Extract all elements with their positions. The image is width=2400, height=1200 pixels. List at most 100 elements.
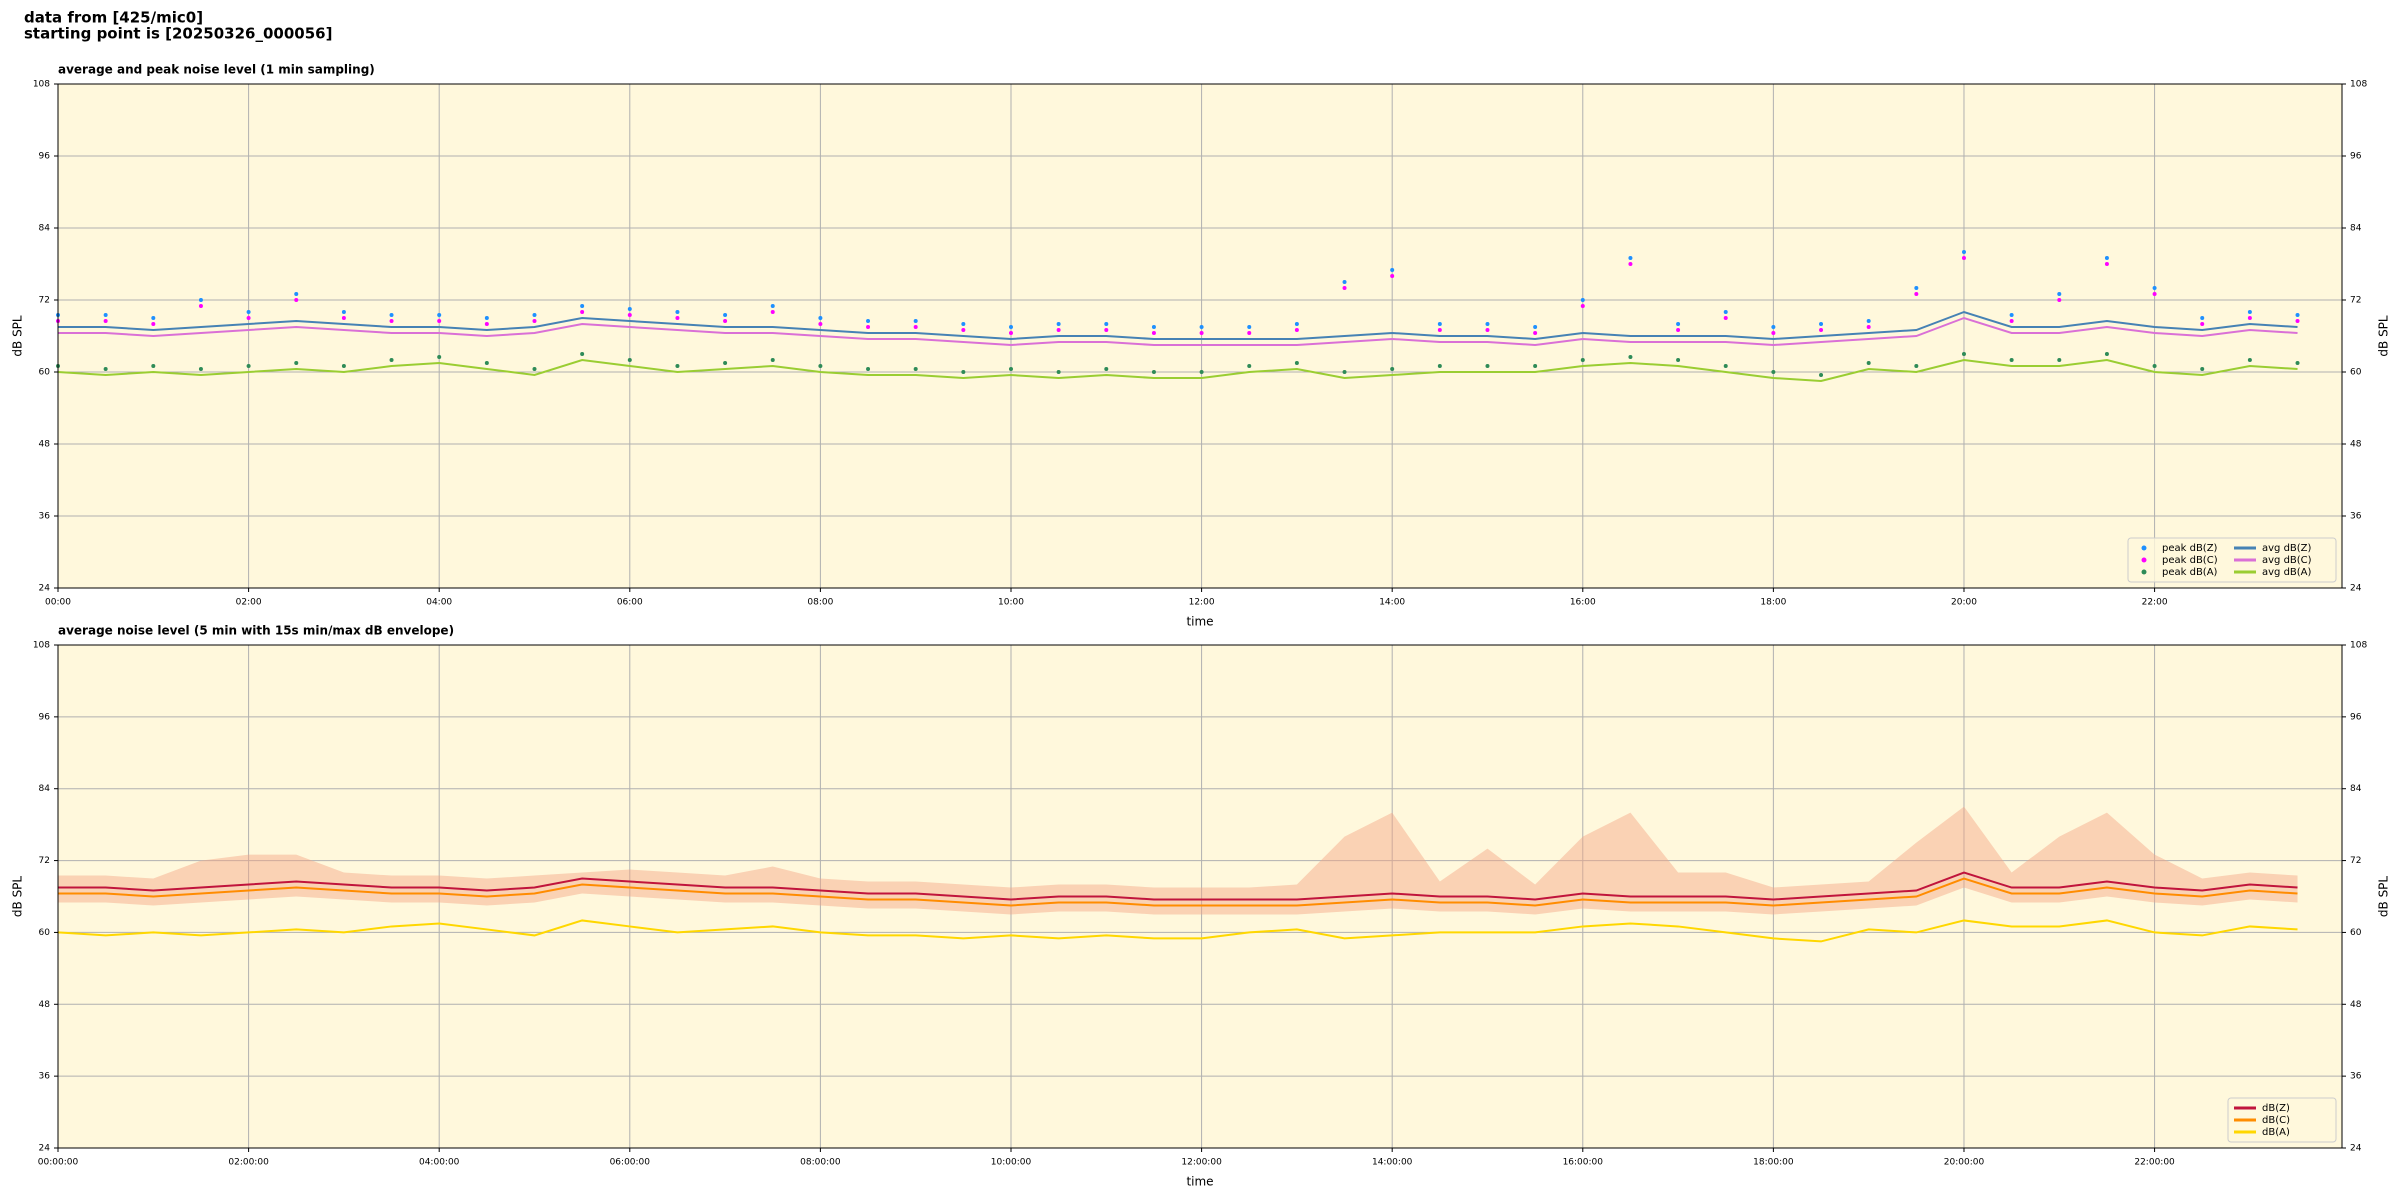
peak-point bbox=[1104, 328, 1109, 332]
legend-label: dB(C) bbox=[2262, 1115, 2290, 1126]
peak-point bbox=[246, 316, 251, 320]
series-line bbox=[57, 919, 2298, 943]
peak-point bbox=[246, 364, 251, 368]
legend-label: peak dB(Z) bbox=[2162, 543, 2218, 554]
peak-point bbox=[1342, 370, 1347, 374]
y-tick-label: 60 bbox=[2350, 928, 2362, 938]
peak-point bbox=[675, 310, 680, 314]
y-tick-label: 84 bbox=[2350, 784, 2362, 794]
peak-point bbox=[2200, 367, 2205, 371]
x-tick-label: 20:00 bbox=[1951, 598, 1977, 608]
y-axis-label: dB SPL bbox=[2377, 876, 2391, 918]
peak-point bbox=[532, 319, 537, 323]
peak-point bbox=[1914, 364, 1919, 368]
legend-label: dB(A) bbox=[2262, 1127, 2290, 1138]
peak-point bbox=[1533, 331, 1538, 335]
x-tick-label: 16:00 bbox=[1570, 598, 1596, 608]
peak-point bbox=[1914, 286, 1919, 290]
peak-point bbox=[1294, 361, 1299, 365]
x-tick-label: 04:00:00 bbox=[419, 1158, 460, 1168]
peak-point bbox=[1247, 364, 1252, 368]
peak-point bbox=[1533, 325, 1538, 329]
peak-point bbox=[1580, 358, 1585, 362]
peak-point bbox=[484, 316, 489, 320]
peak-point bbox=[1961, 352, 1966, 356]
peak-point bbox=[1485, 322, 1490, 326]
legend-label: avg dB(A) bbox=[2262, 567, 2312, 578]
x-tick-label: 22:00 bbox=[2142, 598, 2168, 608]
peak-point bbox=[2200, 316, 2205, 320]
peak-point bbox=[1819, 328, 1824, 332]
peak-point bbox=[2009, 358, 2014, 362]
legend-label: dB(Z) bbox=[2262, 1103, 2290, 1114]
peak-point bbox=[1914, 292, 1919, 296]
peak-point bbox=[389, 313, 394, 317]
x-tick-label: 02:00 bbox=[236, 598, 262, 608]
peak-point bbox=[913, 325, 918, 329]
peak-point bbox=[1104, 367, 1109, 371]
peak-point bbox=[1866, 361, 1871, 365]
peak-point bbox=[389, 358, 394, 362]
y-tick-label: 84 bbox=[39, 224, 51, 234]
peak-point bbox=[1008, 325, 1013, 329]
y-tick-label: 24 bbox=[39, 1144, 51, 1154]
y-tick-label: 36 bbox=[39, 512, 51, 522]
x-tick-label: 06:00:00 bbox=[610, 1158, 651, 1168]
peak-point bbox=[1294, 322, 1299, 326]
peak-point bbox=[1199, 325, 1204, 329]
peak-point bbox=[961, 322, 966, 326]
legend-box bbox=[2127, 537, 2337, 583]
peak-point bbox=[1723, 310, 1728, 314]
peak-point bbox=[866, 325, 871, 329]
y-tick-label: 48 bbox=[2350, 1000, 2362, 1010]
plot-frame bbox=[57, 83, 2343, 589]
peak-point bbox=[1199, 370, 1204, 374]
y-tick-label: 36 bbox=[2350, 1072, 2362, 1082]
legend-label: avg dB(Z) bbox=[2262, 543, 2312, 554]
peak-point bbox=[2247, 358, 2252, 362]
peak-point bbox=[1533, 364, 1538, 368]
y-tick-label: 96 bbox=[2350, 152, 2362, 162]
series-line bbox=[58, 316, 2298, 347]
peak-point bbox=[866, 367, 871, 371]
y-tick-label: 60 bbox=[39, 368, 51, 378]
legend-label: peak dB(C) bbox=[2162, 555, 2218, 566]
peak-point bbox=[580, 352, 585, 356]
peak-point bbox=[2152, 364, 2157, 368]
peak-point bbox=[103, 367, 108, 371]
peak-point bbox=[1056, 370, 1061, 374]
legend-marker bbox=[2141, 545, 2147, 551]
peak-point bbox=[103, 313, 108, 317]
y-tick-label: 24 bbox=[2350, 584, 2362, 594]
peak-point bbox=[1819, 322, 1824, 326]
x-tick-label: 14:00:00 bbox=[1372, 1158, 1413, 1168]
peak-point bbox=[1151, 325, 1156, 329]
y-tick-label: 96 bbox=[39, 712, 51, 722]
peak-point bbox=[1676, 322, 1681, 326]
x-tick-label: 12:00:00 bbox=[1181, 1158, 1222, 1168]
series-line bbox=[57, 358, 2298, 383]
y-axis-label: dB SPL bbox=[11, 315, 25, 357]
peak-point bbox=[532, 313, 537, 317]
peak-point bbox=[1437, 364, 1442, 368]
peak-point bbox=[913, 367, 918, 371]
x-tick-label: 10:00:00 bbox=[991, 1158, 1032, 1168]
peak-point bbox=[580, 304, 585, 308]
peak-point bbox=[1771, 325, 1776, 329]
plot-background bbox=[58, 645, 2342, 1148]
x-tick-label: 16:00:00 bbox=[1563, 1158, 1604, 1168]
peak-point bbox=[1104, 322, 1109, 326]
y-tick-label: 48 bbox=[39, 440, 51, 450]
peak-point bbox=[103, 319, 108, 323]
x-tick-label: 02:00:00 bbox=[228, 1158, 269, 1168]
y-tick-label: 72 bbox=[2350, 856, 2361, 866]
peak-point bbox=[437, 355, 442, 359]
peak-point bbox=[1056, 322, 1061, 326]
peak-point bbox=[1199, 331, 1204, 335]
y-tick-label: 84 bbox=[2350, 224, 2362, 234]
peak-point bbox=[151, 322, 156, 326]
peak-point bbox=[1961, 250, 1966, 254]
peak-point bbox=[770, 358, 775, 362]
y-tick-label: 72 bbox=[2350, 296, 2361, 306]
peak-point bbox=[2104, 262, 2109, 266]
